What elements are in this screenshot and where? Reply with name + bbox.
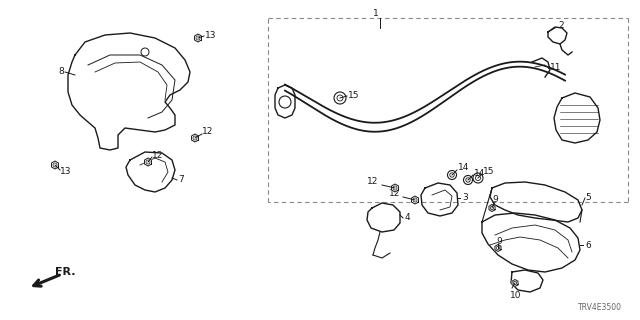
Text: 14: 14 bbox=[474, 169, 485, 178]
Text: 14: 14 bbox=[458, 164, 469, 172]
Text: 12: 12 bbox=[152, 150, 163, 159]
Text: 5: 5 bbox=[585, 194, 591, 203]
Text: 10: 10 bbox=[510, 291, 522, 300]
Text: TRV4E3500: TRV4E3500 bbox=[578, 303, 622, 312]
Text: FR.: FR. bbox=[55, 267, 76, 277]
Polygon shape bbox=[191, 134, 198, 142]
Text: 11: 11 bbox=[550, 63, 561, 73]
Text: 13: 13 bbox=[205, 30, 216, 39]
Polygon shape bbox=[52, 161, 58, 169]
Polygon shape bbox=[392, 184, 399, 192]
Polygon shape bbox=[495, 244, 501, 252]
Text: 3: 3 bbox=[462, 194, 468, 203]
Text: 12: 12 bbox=[388, 189, 400, 198]
Text: 6: 6 bbox=[585, 241, 591, 250]
Polygon shape bbox=[145, 158, 152, 166]
Text: 15: 15 bbox=[483, 167, 495, 177]
Text: 13: 13 bbox=[60, 167, 72, 177]
Text: 4: 4 bbox=[405, 213, 411, 222]
Text: 9: 9 bbox=[496, 237, 502, 246]
Text: 15: 15 bbox=[348, 91, 360, 100]
Text: 12: 12 bbox=[367, 178, 378, 187]
Text: 8: 8 bbox=[58, 68, 64, 76]
Polygon shape bbox=[489, 204, 495, 212]
Polygon shape bbox=[412, 196, 419, 204]
Text: 12: 12 bbox=[202, 127, 213, 137]
Text: 1: 1 bbox=[373, 10, 379, 19]
Text: 9: 9 bbox=[492, 196, 498, 204]
Text: 7: 7 bbox=[178, 175, 184, 185]
Text: 2: 2 bbox=[558, 20, 564, 29]
Polygon shape bbox=[195, 34, 202, 42]
Polygon shape bbox=[512, 279, 518, 286]
